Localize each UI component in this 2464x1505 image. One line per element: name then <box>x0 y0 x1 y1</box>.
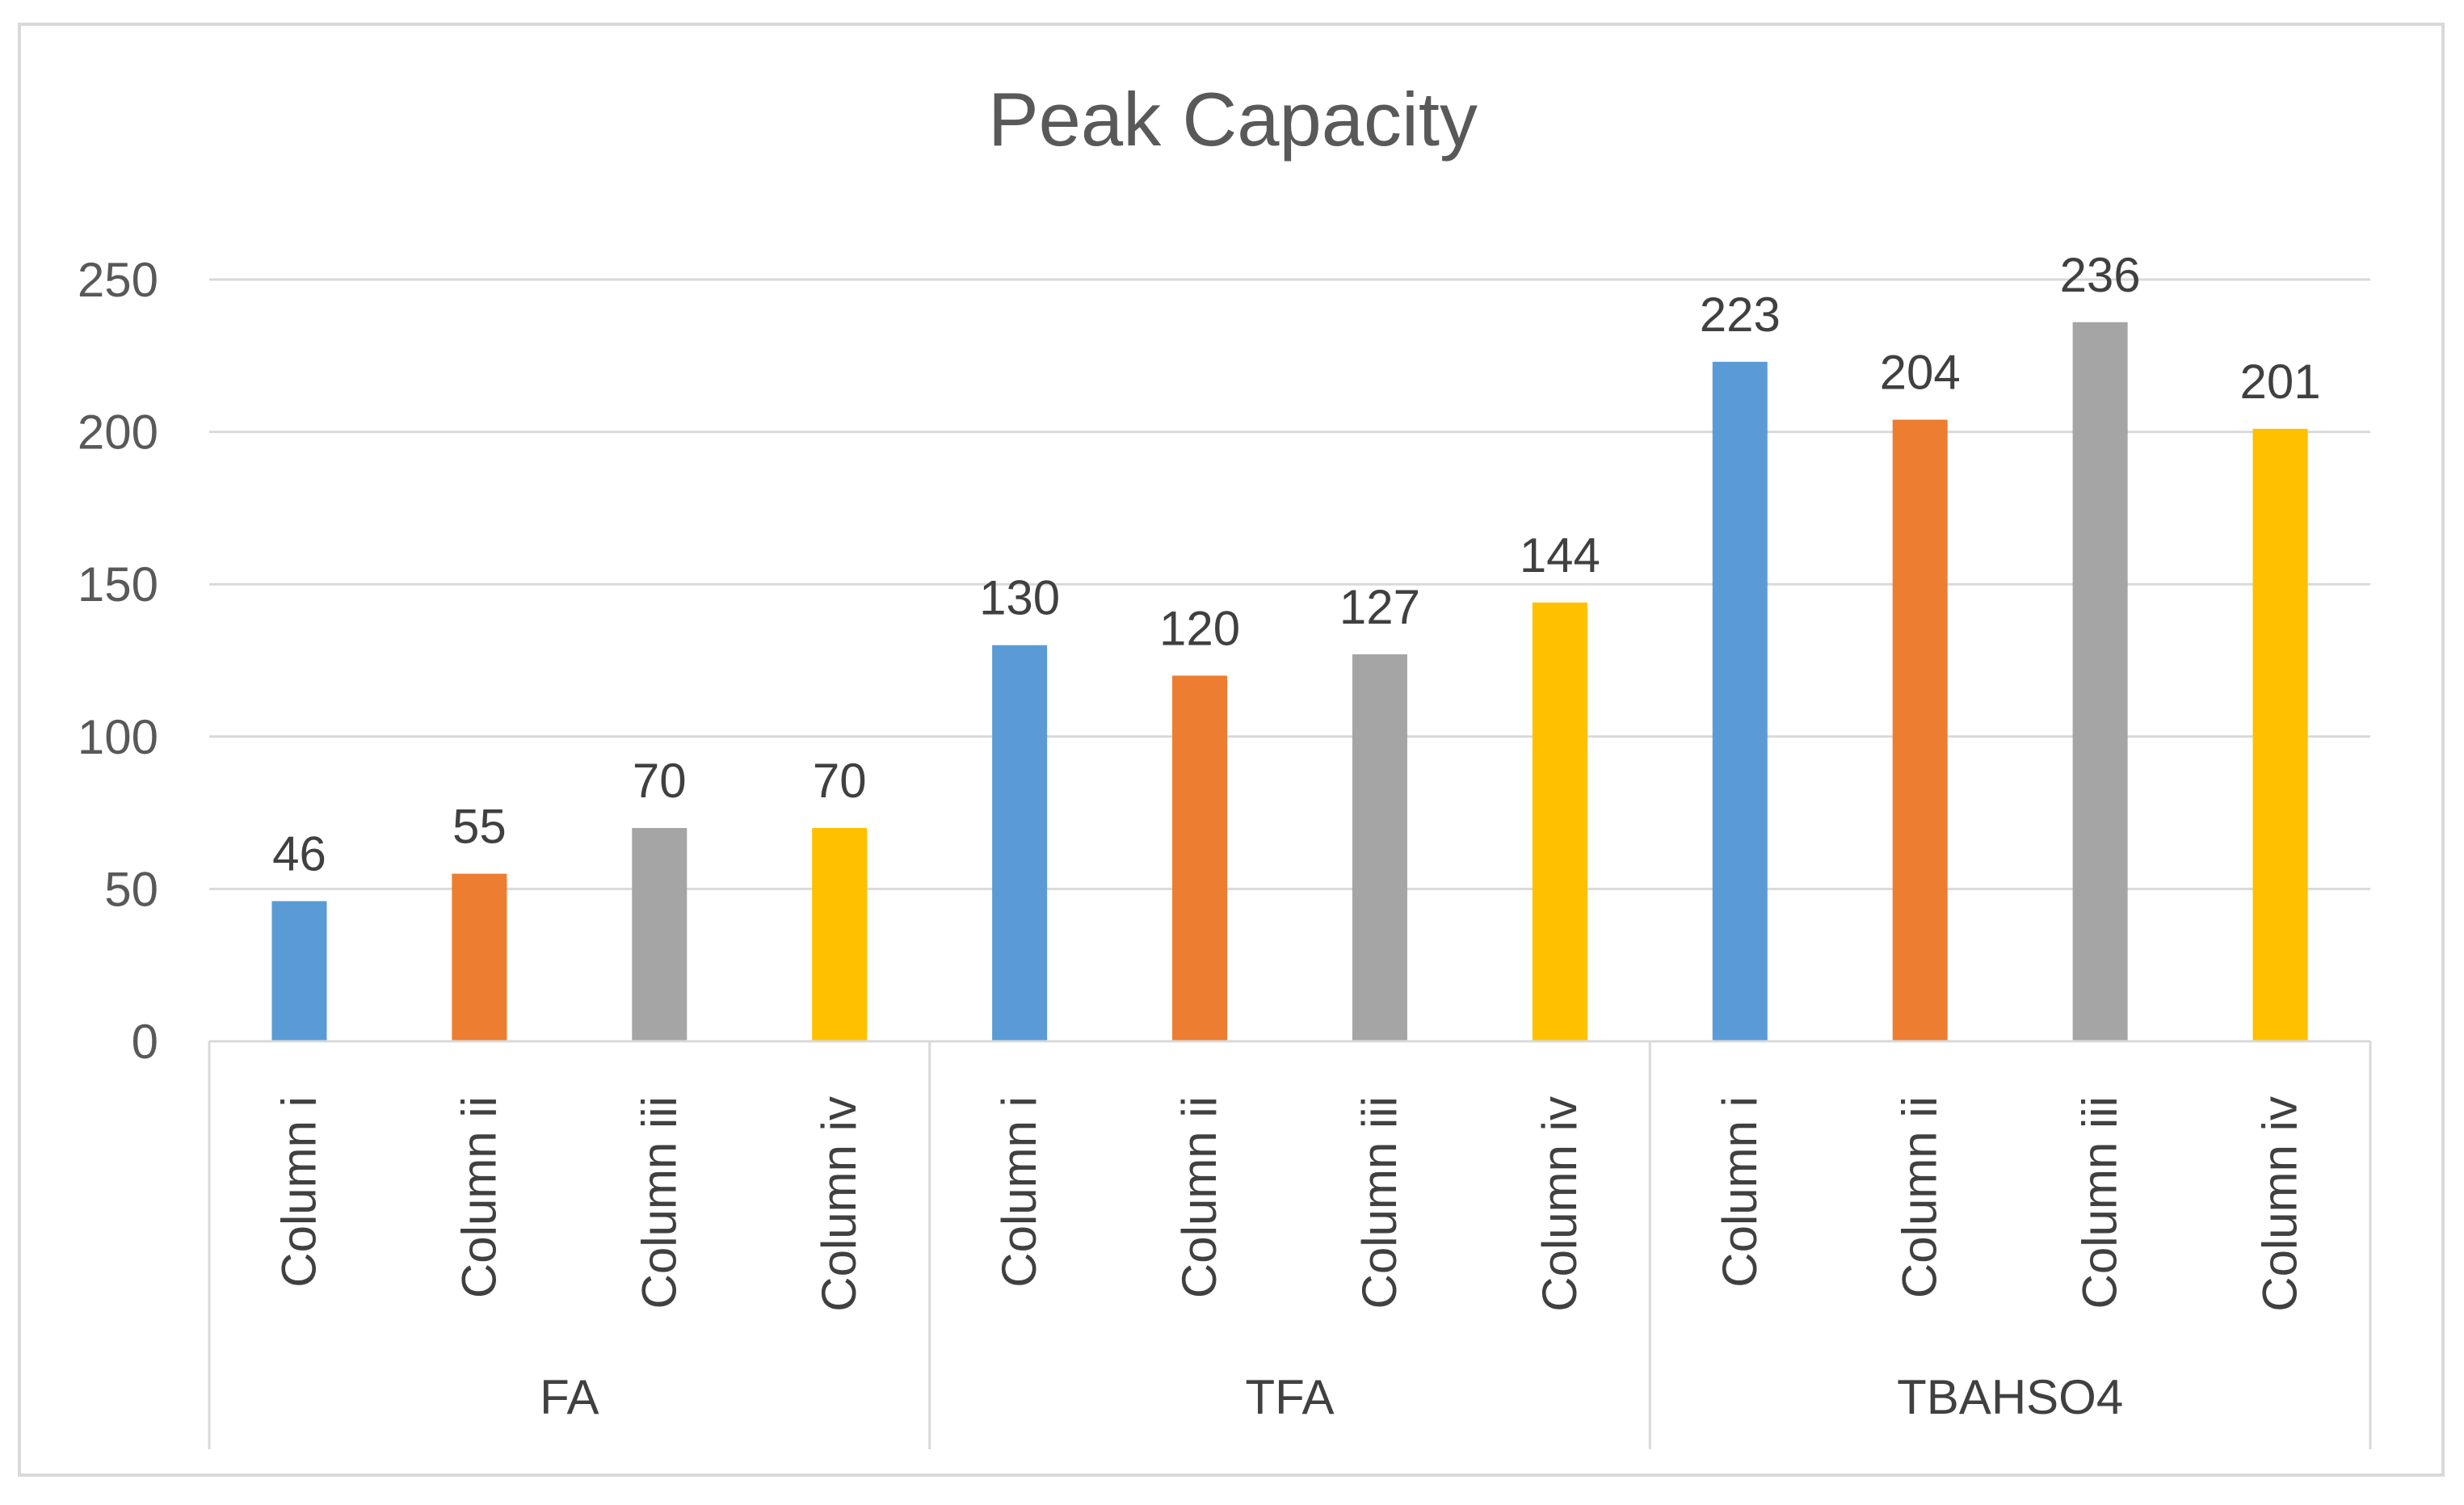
x-tick-label: Column ii <box>1893 1096 1947 1298</box>
data-label: 204 <box>1880 346 1961 400</box>
data-label: 120 <box>1159 601 1240 655</box>
bar-tbahso4-1 <box>1712 361 1768 1041</box>
x-tick-label: Column i <box>1713 1096 1767 1288</box>
bar-tfa-2 <box>1172 675 1228 1041</box>
group-label: TFA <box>1245 1370 1334 1424</box>
bar-chart: Peak Capacity 0 50 100 150 200 250 46 55 70 70 13… <box>78 77 2372 1449</box>
bar-fa-3 <box>632 827 687 1041</box>
bar-fa-1 <box>271 901 327 1041</box>
data-label: 130 <box>979 571 1060 625</box>
gridlines: 0 50 100 150 200 250 <box>78 253 2370 1069</box>
data-label: 46 <box>272 826 326 881</box>
bar-tfa-1 <box>992 645 1048 1041</box>
data-label: 70 <box>813 754 867 808</box>
chart-title: Peak Capacity <box>988 77 1478 162</box>
x-tick-label: Column i <box>271 1096 326 1288</box>
x-tick-label: Column iii <box>1352 1096 1406 1309</box>
y-tick-label: 50 <box>104 862 158 916</box>
data-label: 144 <box>1520 528 1600 582</box>
x-tick-label: Column i <box>992 1096 1046 1288</box>
bar-tbahso4-2 <box>1892 419 1948 1041</box>
group-label: TBAHSO4 <box>1897 1370 2123 1424</box>
bar-tbahso4-4 <box>2252 428 2308 1041</box>
x-tick-label: Column iv <box>2253 1096 2307 1312</box>
x-axis: Column i Column ii Column iii Column iv FA Co… <box>208 1040 2372 1449</box>
y-tick-label: 0 <box>132 1015 158 1069</box>
data-label: 55 <box>452 800 507 854</box>
data-label: 127 <box>1339 580 1420 634</box>
x-tick-label: Column iii <box>2073 1096 2127 1309</box>
y-tick-label: 200 <box>78 406 158 460</box>
data-label: 223 <box>1700 288 1781 342</box>
chart-area: Peak Capacity 0 50 100 150 200 250 46 55 70 70 13… <box>18 23 2445 1477</box>
data-label: 70 <box>633 754 687 808</box>
x-tick-label: Column iv <box>1533 1096 1587 1312</box>
x-tick-label: Column iii <box>632 1096 686 1309</box>
group-label: FA <box>540 1370 599 1424</box>
bar-tbahso4-3 <box>2072 322 2128 1042</box>
data-label: 201 <box>2239 355 2320 409</box>
bar-fa-4 <box>812 827 868 1041</box>
bar-tfa-3 <box>1352 654 1407 1041</box>
data-labels: 46 55 70 70 130 120 127 144 223 204 236 201 <box>272 248 2321 881</box>
data-label: 236 <box>2060 248 2141 302</box>
x-tick-label: Column ii <box>1172 1096 1226 1298</box>
y-tick-label: 250 <box>78 253 158 307</box>
y-tick-label: 150 <box>78 557 158 612</box>
x-tick-label: Column ii <box>452 1096 506 1298</box>
bar-tfa-4 <box>1532 602 1587 1041</box>
bars <box>271 322 2308 1042</box>
y-tick-label: 100 <box>78 710 158 764</box>
x-tick-label: Column iv <box>812 1096 866 1312</box>
bar-fa-2 <box>452 873 507 1041</box>
